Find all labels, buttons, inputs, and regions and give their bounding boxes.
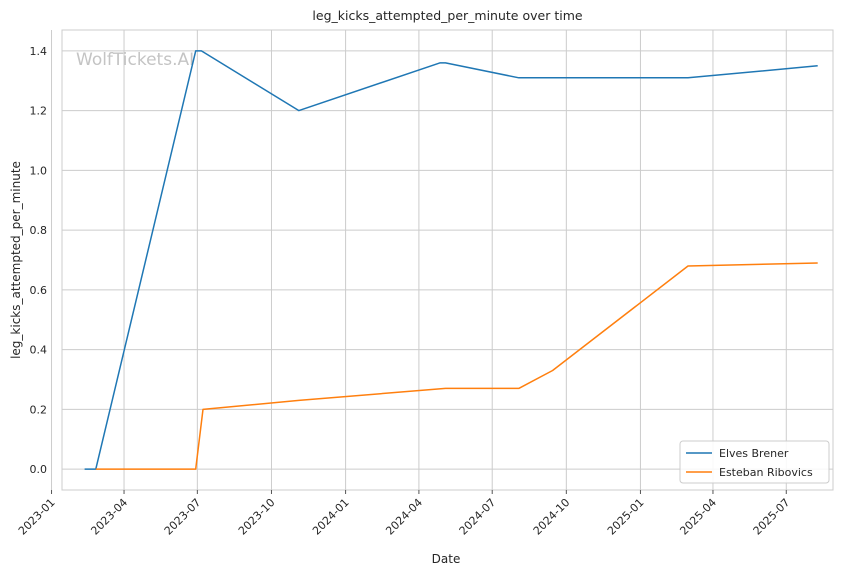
watermark: WolfTickets.AI [76, 50, 194, 70]
x-tick-label: 2023-01 [16, 496, 58, 538]
y-tick-label: 0.8 [30, 224, 48, 237]
y-tick-label: 0.0 [30, 463, 48, 476]
x-tick-label: 2025-01 [605, 496, 647, 538]
chart-title: leg_kicks_attempted_per_minute over time [312, 8, 582, 23]
legend-label-esteban-ribovics: Esteban Ribovics [719, 466, 813, 479]
y-tick-label: 1.2 [30, 105, 48, 118]
x-axis-ticks: 2023-01 2023-04 2023-07 2023-10 2024-01 2024-… [16, 490, 792, 538]
y-tick-label: 0.2 [30, 403, 48, 416]
series-layer [84, 50, 818, 470]
series-line-esteban-ribovics [95, 262, 818, 470]
x-tick-label: 2024-07 [457, 496, 499, 538]
y-tick-label: 1.0 [30, 164, 48, 177]
legend-label-elves-brener: Elves Brener [719, 447, 789, 460]
x-axis-label: Date [432, 552, 461, 566]
x-tick-label: 2025-07 [751, 496, 793, 538]
legend: Elves Brener Esteban Ribovics [679, 440, 830, 484]
y-tick-label: 0.6 [30, 284, 48, 297]
legend-box [679, 440, 830, 484]
y-tick-label: 0.4 [30, 344, 48, 357]
y-tick-label: 1.4 [30, 45, 48, 58]
x-tick-label: 2024-01 [310, 496, 352, 538]
x-tick-label: 2023-07 [162, 496, 204, 538]
plot-background [61, 29, 834, 491]
series-line-elves-brener [84, 50, 818, 470]
y-axis-ticks: 0.0 0.2 0.4 0.6 0.8 1.0 1.2 1.4 [30, 45, 48, 476]
plot-area: WolfTickets.AI [51, 29, 834, 491]
x-tick-label: 2023-04 [88, 496, 130, 538]
x-tick-label: 2025-04 [677, 496, 719, 538]
x-tick-label: 2024-04 [383, 496, 425, 538]
x-tick-label: 2024-10 [531, 496, 573, 538]
y-axis-label: leg_kicks_attempted_per_minute [9, 161, 23, 359]
x-tick-label: 2023-10 [236, 496, 278, 538]
